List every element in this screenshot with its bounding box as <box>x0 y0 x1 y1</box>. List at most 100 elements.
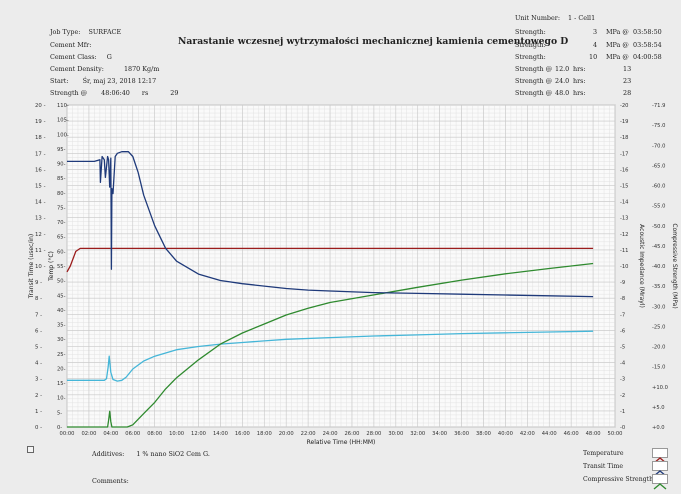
transit-tick-label: 16 - <box>35 167 46 173</box>
strength-row-value: 3 <box>593 28 598 36</box>
strength-at-hours-label: Strength @ <box>515 77 553 85</box>
x-tick-label: 34:00 <box>432 431 447 437</box>
strength-row-unit: MPa @ <box>606 28 629 36</box>
transit-tick-label: 4 - <box>35 361 42 367</box>
job-type-label: Job Type: <box>50 28 81 36</box>
transit-tick-label: 13 - <box>35 216 46 222</box>
transit-tick-label: 2 - <box>35 393 42 399</box>
strength-at-unit: rs <box>141 89 149 97</box>
x-tick-label: 42:00 <box>520 431 535 437</box>
x-tick-label: 30:00 <box>388 431 403 437</box>
cement-class-row: Cement Class: G <box>50 53 112 61</box>
acoustic-tick-label: -8 <box>620 296 625 302</box>
acoustic-tick-label: -1 <box>620 409 625 415</box>
temp-tick-label: 70- <box>57 220 66 226</box>
x-tick-label: 24:00 <box>323 431 338 437</box>
additives-value: 1 % nano SiO2 Cem G. <box>136 450 210 458</box>
x-tick-label: 12:00 <box>191 431 206 437</box>
cement-mfr-row: Cement Mfr: <box>50 41 91 49</box>
compressive-strength-swatch-icon <box>653 483 667 490</box>
acoustic-tick-label: -5 <box>620 345 625 351</box>
transit-tick-label: 14 - <box>35 200 46 206</box>
strength-row-time: 04:00:58 <box>633 53 662 61</box>
cement-class-label: Cement Class: <box>50 53 97 61</box>
series-line-temperature <box>66 247 594 273</box>
transit-tick-label: 11 - <box>35 248 46 254</box>
transit-time-swatch <box>652 461 668 477</box>
strength-tick-label: -50.0 <box>652 224 665 230</box>
strength-at-value: 29 <box>170 89 179 97</box>
strength-row-value: 4 <box>593 41 598 49</box>
acoustic-tick-label: -12 <box>620 232 628 238</box>
acoustic-tick-label: -0 <box>620 425 625 431</box>
acoustic-tick-label: -6 <box>620 328 625 334</box>
temp-tick-label: 65- <box>57 235 66 241</box>
strength-row-unit: MPa @ <box>606 53 629 61</box>
x-tick-label: 38:00 <box>476 431 491 437</box>
transit-tick-label: 8 - <box>35 296 42 302</box>
strength-at-label: Strength @ <box>50 89 88 97</box>
acoustic-tick-label: -4 <box>620 361 626 367</box>
acoustic-tick-label: -19 <box>620 119 628 125</box>
acoustic-tick-label: -13 <box>620 216 628 222</box>
strength-at-time: 48:06:40 <box>101 89 130 97</box>
strength-row-time: 03:58:54 <box>633 41 662 49</box>
acoustic-tick-label: -11 <box>620 248 628 254</box>
cement-mfr-label: Cement Mfr: <box>50 41 92 49</box>
strength-tick-label: -70.0 <box>652 143 665 149</box>
temp-tick-label: 100- <box>57 132 69 138</box>
x-tick-label: 28:00 <box>366 431 381 437</box>
x-tick-label: 16:00 <box>235 431 250 437</box>
legend-temperature: Temperature <box>583 450 624 457</box>
x-tick-label: 22:00 <box>301 431 316 437</box>
cement-density-value: 1870 Kg/m <box>123 65 160 73</box>
temp-tick-label: 45- <box>57 293 66 299</box>
transit-tick-label: 20 - <box>35 103 46 109</box>
transit-tick-label: 3 - <box>35 377 42 383</box>
strength-tick-label: +10.0 <box>652 385 668 391</box>
legend-compressive-strength: Compressive Strength <box>583 476 654 483</box>
strength-at-hours-result: 13 <box>623 65 632 73</box>
unit-number-value: 1 - Cell1 <box>568 14 596 22</box>
transit-tick-label: 0 - <box>35 425 42 431</box>
transit-tick-label: 18 - <box>35 135 46 141</box>
strength-at-hours-value: 24.0 <box>555 77 570 85</box>
strength-tick-label: -55.0 <box>652 204 665 210</box>
strength-row-time: 03:58:50 <box>633 28 662 36</box>
strength-row-unit: MPa @ <box>606 41 629 49</box>
temp-tick-label: 0- <box>57 425 62 431</box>
strength-tick-label: -65.0 <box>652 163 665 169</box>
acoustic-tick-label: -14 <box>620 200 629 206</box>
strength-at-hours-value: 12.0 <box>555 65 570 73</box>
x-tick-label: 44:00 <box>542 431 557 437</box>
start-row: Start: Śr, maj 23, 2018 12:17 <box>50 77 156 85</box>
temp-tick-label: 50- <box>57 279 66 285</box>
strength-at-row: Strength @ 48:06:40 rs 29 <box>50 89 178 97</box>
temp-tick-label: 20- <box>57 366 66 372</box>
x-tick-label: 32:00 <box>410 431 425 437</box>
checkbox[interactable] <box>27 446 34 453</box>
strength-at-hours-result: 23 <box>623 77 632 85</box>
series-line-transit-time <box>67 151 594 298</box>
strength-at-hours-row: Strength @48.0 hrs: 28 <box>515 89 631 97</box>
unit-number-row: Unit Number: 1 - Cell1 <box>515 14 595 22</box>
x-tick-label: 18:00 <box>257 431 272 437</box>
transit-tick-label: 17 - <box>35 151 46 157</box>
x-tick-label: 02:00 <box>81 431 96 437</box>
strength-at-hours-label: Strength @ <box>515 89 553 97</box>
compressive-strength-swatch <box>652 474 668 490</box>
temp-tick-label: 85- <box>57 176 66 182</box>
temp-tick-label: 15- <box>57 381 66 387</box>
strength-at-hours-row: Strength @24.0 hrs: 23 <box>515 77 631 85</box>
transit-tick-label: 5 - <box>35 345 42 351</box>
legend-transit-time: Transit Time <box>583 463 624 470</box>
strength-at-hours-unit: hrs: <box>573 89 586 97</box>
cement-density-row: Cement Density: 1870 Kg/m <box>50 65 159 73</box>
acoustic-tick-label: -7 <box>620 312 625 318</box>
temp-tick-label: 40- <box>57 308 66 314</box>
acoustic-tick-label: -15 <box>620 184 628 190</box>
strength-at-hours-unit: hrs: <box>573 77 586 85</box>
x-tick-label: 26:00 <box>344 431 359 437</box>
acoustic-tick-label: -10 <box>620 264 628 270</box>
